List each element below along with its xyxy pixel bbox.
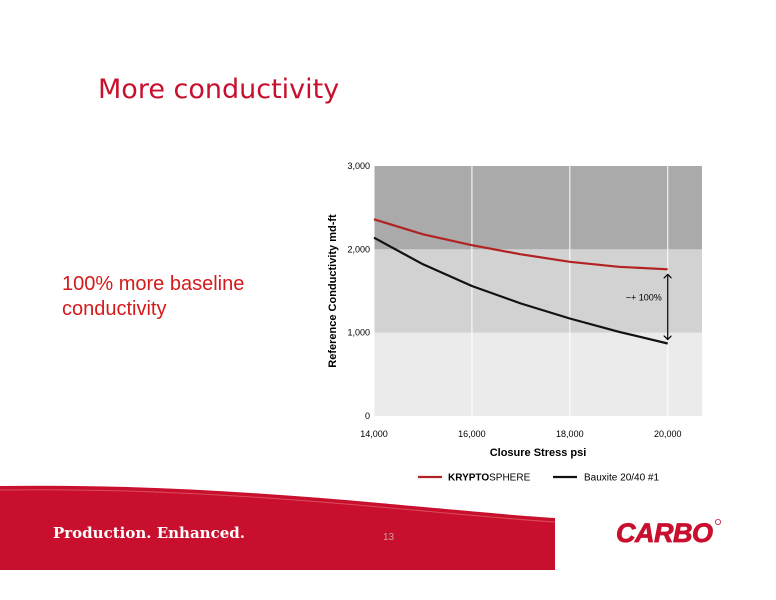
- series-line-0: [373, 218, 668, 271]
- x-tick-label-3: 20,000: [654, 429, 682, 439]
- y-tick-label-3: 3,000: [347, 161, 370, 171]
- footer-tagline: Production. Enhanced.: [53, 524, 245, 542]
- band-2: [374, 166, 702, 250]
- body-text-line-1: 100% more baseline: [62, 273, 245, 295]
- y-axis-label: Reference Conductivity md-ft: [327, 214, 339, 368]
- logo-text: CARBO: [616, 518, 713, 548]
- legend-label-kryptosphere-rest: SPHERE: [489, 473, 530, 484]
- x-tick-labels: 14,000 16,000 18,000 20,000: [360, 429, 681, 439]
- conductivity-chart: 0 1,000 2,000 3,000 14,000 16,000 18,000 20,00…: [327, 161, 702, 484]
- x-tick-label-2: 18,000: [556, 429, 584, 439]
- series-lines: [373, 218, 668, 345]
- y-tick-labels: 0 1,000 2,000 3,000: [347, 161, 370, 421]
- band-1: [374, 249, 702, 333]
- x-tick-label-0: 14,000: [360, 429, 388, 439]
- slide-title: More conductivity: [98, 74, 340, 105]
- body-text-line-2: conductivity: [62, 298, 167, 320]
- page-number: 13: [383, 532, 395, 543]
- legend-label-bauxite: Bauxite 20/40 #1: [584, 473, 659, 484]
- annotation-label: ~+ 100%: [626, 292, 662, 302]
- background-bands: [374, 166, 702, 416]
- body-text: 100% more baseline conductivity: [62, 272, 302, 322]
- series-line-1: [373, 236, 668, 345]
- band-0: [374, 332, 702, 416]
- legend-label-kryptosphere-bold: KRYPTO: [448, 473, 489, 484]
- carbo-logo: CARBO: [616, 518, 722, 548]
- legend: KRYPTOSPHERE Bauxite 20/40 #1: [418, 473, 659, 484]
- y-tick-label-1: 1,000: [347, 328, 370, 338]
- y-tick-label-0: 0: [365, 411, 370, 421]
- x-axis-label: Closure Stress psi: [490, 447, 587, 459]
- footer-band: [0, 485, 556, 570]
- x-tick-label-1: 16,000: [458, 429, 486, 439]
- y-tick-label-2: 2,000: [347, 244, 370, 254]
- legend-label-kryptosphere: KRYPTOSPHERE: [448, 473, 531, 484]
